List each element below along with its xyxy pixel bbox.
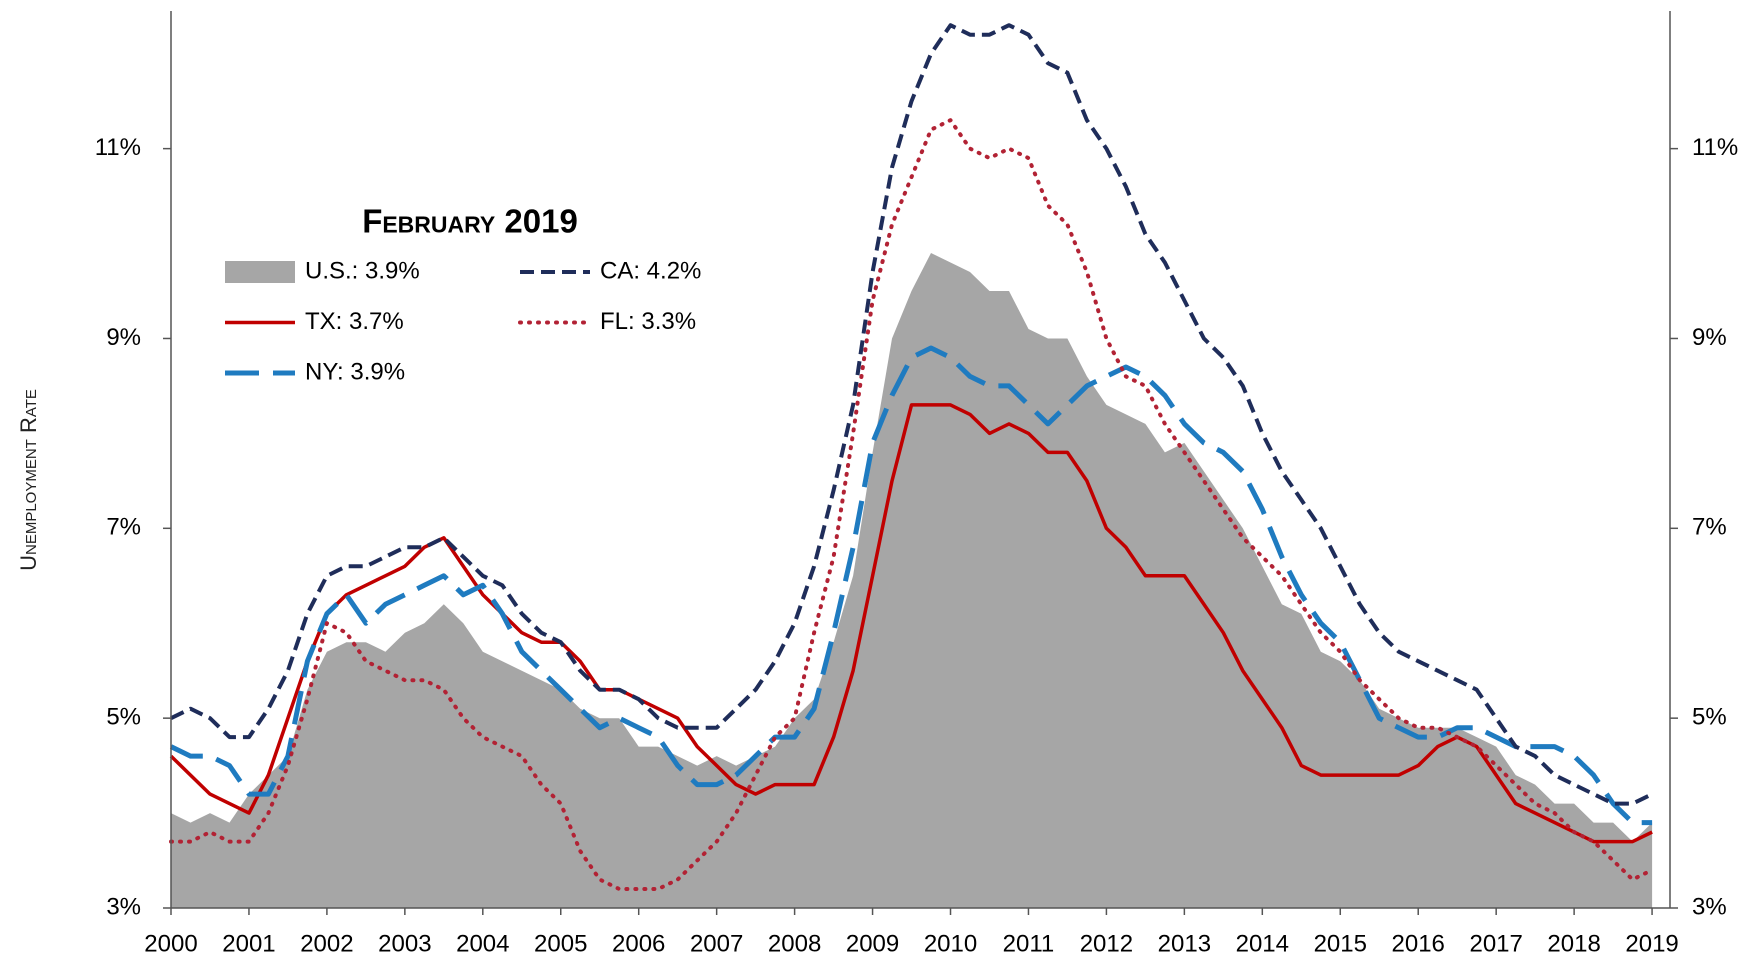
x-tick-label: 2012 xyxy=(1080,930,1133,957)
legend-label: CA: 4.2% xyxy=(600,257,701,284)
y-tick-label: 11% xyxy=(95,134,141,161)
x-tick-label: 2019 xyxy=(1625,930,1678,957)
legend-title: February 2019 xyxy=(362,203,578,240)
y2-tick-label: 7% xyxy=(1692,514,1727,541)
y2-tick-label: 9% xyxy=(1692,324,1727,351)
y2-tick-label: 11% xyxy=(1692,134,1738,161)
series-line xyxy=(169,345,1653,826)
x-tick-label: 2016 xyxy=(1392,930,1445,957)
x-tick-label: 2011 xyxy=(1003,930,1055,957)
x-tick-label: 2001 xyxy=(222,930,275,957)
series-area xyxy=(171,253,1653,908)
y-tick-label: 5% xyxy=(106,704,141,731)
x-tick-label: 2003 xyxy=(378,930,431,957)
y2-tick-label: 3% xyxy=(1692,893,1727,920)
y2-tick-label: 5% xyxy=(1692,704,1727,731)
y-axis-label: Unemployment Rate xyxy=(16,389,41,571)
x-tick-label: 2015 xyxy=(1314,930,1367,957)
x-tick-label: 2018 xyxy=(1547,930,1600,957)
legend-label: NY: 3.9% xyxy=(305,358,405,385)
x-tick-label: 2013 xyxy=(1158,930,1211,957)
x-tick-label: 2014 xyxy=(1236,930,1289,957)
y-tick-label: 9% xyxy=(106,324,141,351)
x-tick-label: 2004 xyxy=(456,930,509,957)
legend-label: FL: 3.3% xyxy=(600,308,696,335)
x-tick-label: 2002 xyxy=(300,930,353,957)
x-tick-label: 2008 xyxy=(768,930,821,957)
legend-label: TX: 3.7% xyxy=(305,308,404,335)
legend-label: U.S.: 3.9% xyxy=(305,257,420,284)
y-tick-label: 7% xyxy=(106,514,141,541)
y-tick-label: 3% xyxy=(106,893,141,920)
x-tick-label: 2017 xyxy=(1469,930,1522,957)
x-tick-label: 2010 xyxy=(924,930,977,957)
x-tick-label: 2005 xyxy=(534,930,587,957)
series-line xyxy=(169,118,1655,891)
legend-swatch xyxy=(225,261,295,283)
x-tick-label: 2007 xyxy=(690,930,743,957)
x-tick-label: 2009 xyxy=(846,930,899,957)
x-tick-label: 2000 xyxy=(144,930,197,957)
x-tick-label: 2006 xyxy=(612,930,665,957)
series-line xyxy=(169,403,1653,844)
series-line xyxy=(170,23,1653,806)
